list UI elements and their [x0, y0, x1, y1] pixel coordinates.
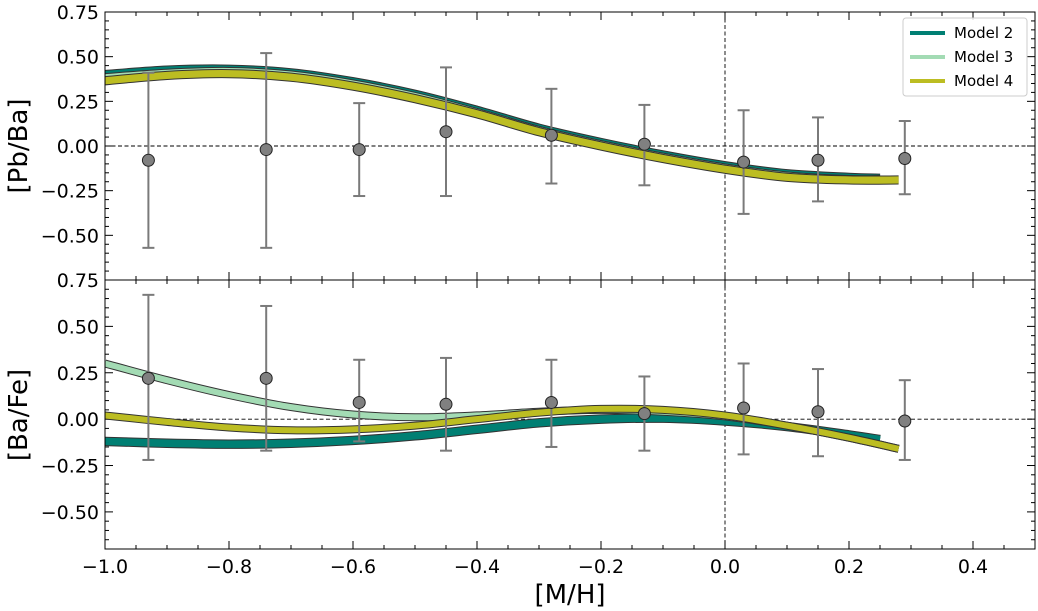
data-point — [737, 401, 751, 415]
top-observation — [439, 66, 453, 198]
bottom-ytick-label: 0.75 — [57, 270, 99, 292]
bottom-frame — [104, 279, 1036, 550]
top-ytick-label: 0.50 — [57, 47, 99, 69]
data-point — [544, 395, 558, 409]
data-point — [811, 405, 825, 419]
xtick-label: −0.6 — [330, 556, 376, 578]
xtick-label: −0.8 — [206, 556, 252, 578]
top-observation — [637, 103, 651, 187]
top-model-4-curve — [105, 70, 899, 184]
data-point — [141, 371, 155, 385]
xtick-label: 0.0 — [710, 556, 740, 578]
top-observation — [259, 52, 273, 249]
bottom-observation — [141, 293, 155, 461]
top-panel: −0.50 −0.25 0.00 0.25 0.50 0.75 — [41, 2, 1036, 281]
bottom-observation — [811, 368, 825, 458]
top-observation — [352, 102, 366, 198]
bottom-ytick-label: −0.25 — [41, 456, 99, 478]
bottom-panel: −0.50 −0.25 0.00 0.25 0.50 0.75 −1.0 −0.8 −0.6 −0… — [41, 270, 1036, 578]
top-plot-area — [105, 12, 1035, 280]
xtick-label: 0.2 — [834, 556, 864, 578]
bottom-model-3-curve — [105, 360, 900, 452]
legend: Model 2 Model 3 Model 4 — [902, 17, 1028, 97]
data-point — [352, 143, 366, 157]
bottom-observation — [637, 375, 651, 452]
top-observation — [544, 87, 558, 185]
top-observation — [737, 109, 751, 215]
top-model-2-curve-outline — [105, 64, 881, 183]
bottom-model-3-curve-outline — [105, 359, 900, 453]
data-point — [811, 153, 825, 167]
bottom-plot-area — [105, 280, 1035, 549]
top-ytick-label: 0.25 — [57, 91, 99, 113]
top-model-3-curve — [105, 67, 881, 183]
bottom-observation — [737, 362, 751, 456]
data-point — [439, 125, 453, 139]
xtick-label: −1.0 — [82, 556, 128, 578]
data-point — [544, 128, 558, 142]
bottom-observation — [544, 358, 558, 448]
data-point — [141, 153, 155, 167]
legend-box — [902, 17, 1028, 97]
legend-label: Model 3 — [954, 48, 1013, 66]
bottom-observation — [898, 379, 912, 461]
bottom-ytick-label: 0.00 — [57, 409, 99, 431]
bottom-ytick-label: 0.25 — [57, 363, 99, 385]
xtick-label: 0.4 — [958, 556, 988, 578]
bottom-observation — [259, 304, 273, 452]
data-point — [259, 371, 273, 385]
top-ytick-label: 0.00 — [57, 136, 99, 158]
bottom-observation — [439, 356, 453, 452]
data-point — [352, 395, 366, 409]
top-model-2-curve — [105, 65, 881, 182]
data-point — [637, 137, 651, 151]
data-point — [637, 407, 651, 421]
top-model-4-curve-outline — [105, 69, 899, 185]
xtick-label: −0.2 — [578, 556, 624, 578]
bottom-model-4-curve — [105, 405, 900, 452]
top-observation — [811, 116, 825, 203]
bottom-ylabel: [Ba/Fe] — [4, 369, 34, 461]
legend-label: Model 2 — [954, 24, 1013, 42]
top-ytick-label: −0.50 — [41, 225, 99, 247]
bottom-ytick-label: 0.50 — [57, 316, 99, 338]
top-observation — [898, 119, 912, 196]
xlabel: [M/H] — [534, 580, 605, 610]
legend-label: Model 4 — [954, 72, 1013, 90]
top-ytick-label: −0.25 — [41, 181, 99, 203]
top-observation — [141, 71, 155, 249]
data-point — [259, 143, 273, 157]
bottom-ytick-label: −0.50 — [41, 502, 99, 524]
data-point — [439, 397, 453, 411]
bottom-observation — [352, 358, 366, 443]
top-model-3-curve-outline — [105, 66, 881, 184]
top-ylabel: [Pb/Ba] — [4, 99, 34, 194]
data-point — [898, 414, 912, 428]
data-point — [898, 152, 912, 166]
xtick-label: −0.4 — [454, 556, 500, 578]
data-point — [737, 155, 751, 169]
top-ytick-label: 0.75 — [57, 2, 99, 24]
